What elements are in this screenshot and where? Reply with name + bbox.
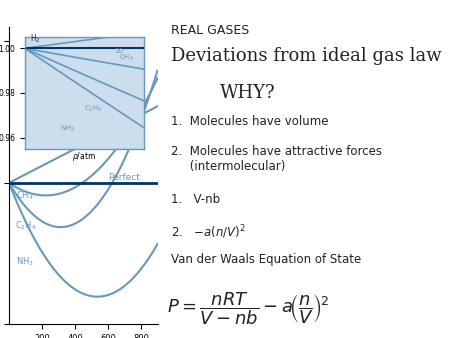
Text: $\rm H_2$: $\rm H_2$: [45, 96, 58, 108]
Text: $\rm NH_3$: $\rm NH_3$: [59, 124, 75, 134]
X-axis label: $\rho$/atm: $\rho$/atm: [72, 150, 96, 163]
Text: Deviations from ideal gas law: Deviations from ideal gas law: [171, 47, 441, 65]
Text: $P = \dfrac{nRT}{V - nb} - a\!\left(\dfrac{n}{V}\right)^{\!2}$: $P = \dfrac{nRT}{V - nb} - a\!\left(\dfr…: [166, 291, 328, 327]
Text: $\rm CH_4$: $\rm CH_4$: [119, 52, 134, 63]
Text: 1.  Molecules have volume: 1. Molecules have volume: [171, 115, 328, 128]
Text: $\rm NH_3$: $\rm NH_3$: [16, 256, 34, 268]
Text: $\rm H_2$: $\rm H_2$: [30, 33, 40, 45]
Text: Perfect: Perfect: [108, 173, 140, 182]
Text: 2.  Molecules have attractive forces
     (intermolecular): 2. Molecules have attractive forces (int…: [171, 145, 382, 173]
Text: 1.   V-nb: 1. V-nb: [171, 193, 220, 206]
Text: REAL GASES: REAL GASES: [171, 24, 249, 37]
Text: $\rm C_2H_4$: $\rm C_2H_4$: [85, 104, 103, 114]
Text: WHY?: WHY?: [220, 84, 275, 102]
Text: Van der Waals Equation of State: Van der Waals Equation of State: [171, 254, 361, 266]
Text: 10: 10: [114, 48, 123, 54]
Text: $\rm CH_4$: $\rm CH_4$: [16, 189, 33, 202]
Text: 2.   $-a(n/V)^2$: 2. $-a(n/V)^2$: [171, 223, 246, 241]
Text: $\rm C_2H_4$: $\rm C_2H_4$: [15, 219, 37, 232]
